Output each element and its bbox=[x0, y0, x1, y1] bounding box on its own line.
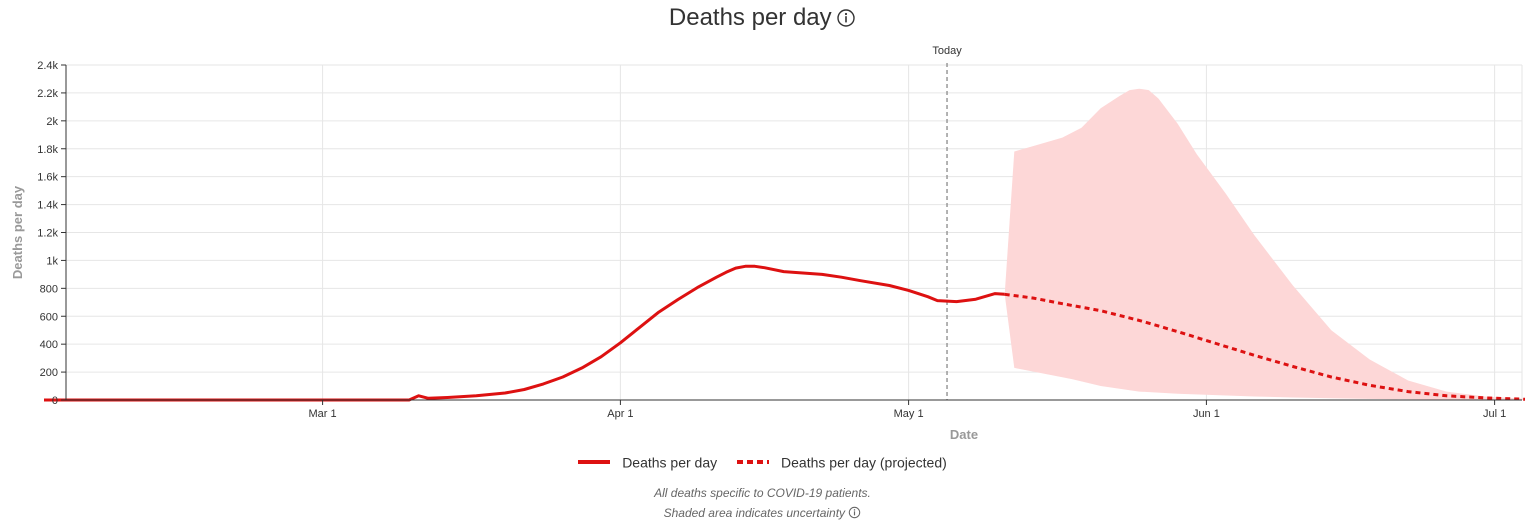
chart-notes: All deaths specific to COVID-19 patients… bbox=[0, 483, 1525, 523]
chart-title: Deaths per day bbox=[668, 4, 832, 31]
y-tick-label: 1.8k bbox=[37, 144, 58, 156]
x-tick-label: Apr 1 bbox=[607, 408, 633, 420]
x-tick-label: Jul 1 bbox=[1483, 408, 1506, 420]
y-tick-label: 1.2k bbox=[37, 228, 58, 240]
y-tick-label: 800 bbox=[40, 283, 58, 295]
y-axis-title: Deaths per day bbox=[10, 185, 25, 279]
y-tick-label: 600 bbox=[40, 311, 58, 323]
note-line-1: All deaths specific to COVID-19 patients… bbox=[654, 486, 871, 500]
legend-swatch-solid bbox=[578, 459, 611, 464]
today-label: Today bbox=[932, 45, 962, 57]
series-line-deaths-per-day bbox=[44, 264, 1005, 402]
x-axis: Mar 1 Apr 1 May 1 Jun 1 Jul 1 bbox=[66, 399, 1522, 420]
x-tick-label: Jun 1 bbox=[1193, 408, 1220, 420]
chart-area: Today 0 200 400 600 800 1k 1.2k 1.4k 1.6k 1.8k 2k 2… bbox=[10, 45, 1525, 442]
note-line-2-row: Shaded area indicates uncertainty bbox=[0, 503, 1525, 523]
uncertainty-band bbox=[1004, 88, 1525, 400]
x-tick-label: May 1 bbox=[894, 408, 924, 420]
y-tick-label: 1.4k bbox=[37, 200, 58, 212]
info-icon[interactable] bbox=[848, 506, 861, 519]
y-tick-label: 2.2k bbox=[37, 88, 58, 100]
y-axis: 0 200 400 600 800 1k 1.2k 1.4k 1.6k 1.8k 2k 2.2k 2.4… bbox=[37, 60, 67, 407]
y-tick-label: 0 bbox=[52, 395, 58, 407]
note-line-2: Shaded area indicates uncertainty bbox=[663, 506, 846, 520]
y-tick-label: 1k bbox=[46, 255, 58, 267]
y-tick-label: 2.4k bbox=[37, 60, 58, 72]
y-tick-label: 1.6k bbox=[37, 172, 58, 184]
legend: Deaths per day Deaths per day (projected… bbox=[0, 452, 1525, 470]
chart-title-row: Deaths per day bbox=[0, 4, 1525, 32]
legend-swatch-dashed bbox=[737, 459, 770, 464]
y-tick-label: 400 bbox=[40, 339, 58, 351]
info-icon[interactable] bbox=[836, 8, 856, 28]
x-axis-title: Date bbox=[950, 427, 978, 442]
y-tick-label: 2k bbox=[46, 116, 58, 128]
legend-item-deaths-projected[interactable]: Deaths per day (projected) bbox=[737, 453, 947, 470]
legend-label: Deaths per day bbox=[622, 453, 718, 470]
y-tick-label: 200 bbox=[40, 367, 58, 379]
legend-item-deaths[interactable]: Deaths per day bbox=[578, 453, 717, 470]
series-line-deaths-per-day-projected bbox=[1004, 292, 1525, 401]
x-tick-label: Mar 1 bbox=[309, 408, 337, 420]
legend-label: Deaths per day (projected) bbox=[781, 453, 947, 470]
